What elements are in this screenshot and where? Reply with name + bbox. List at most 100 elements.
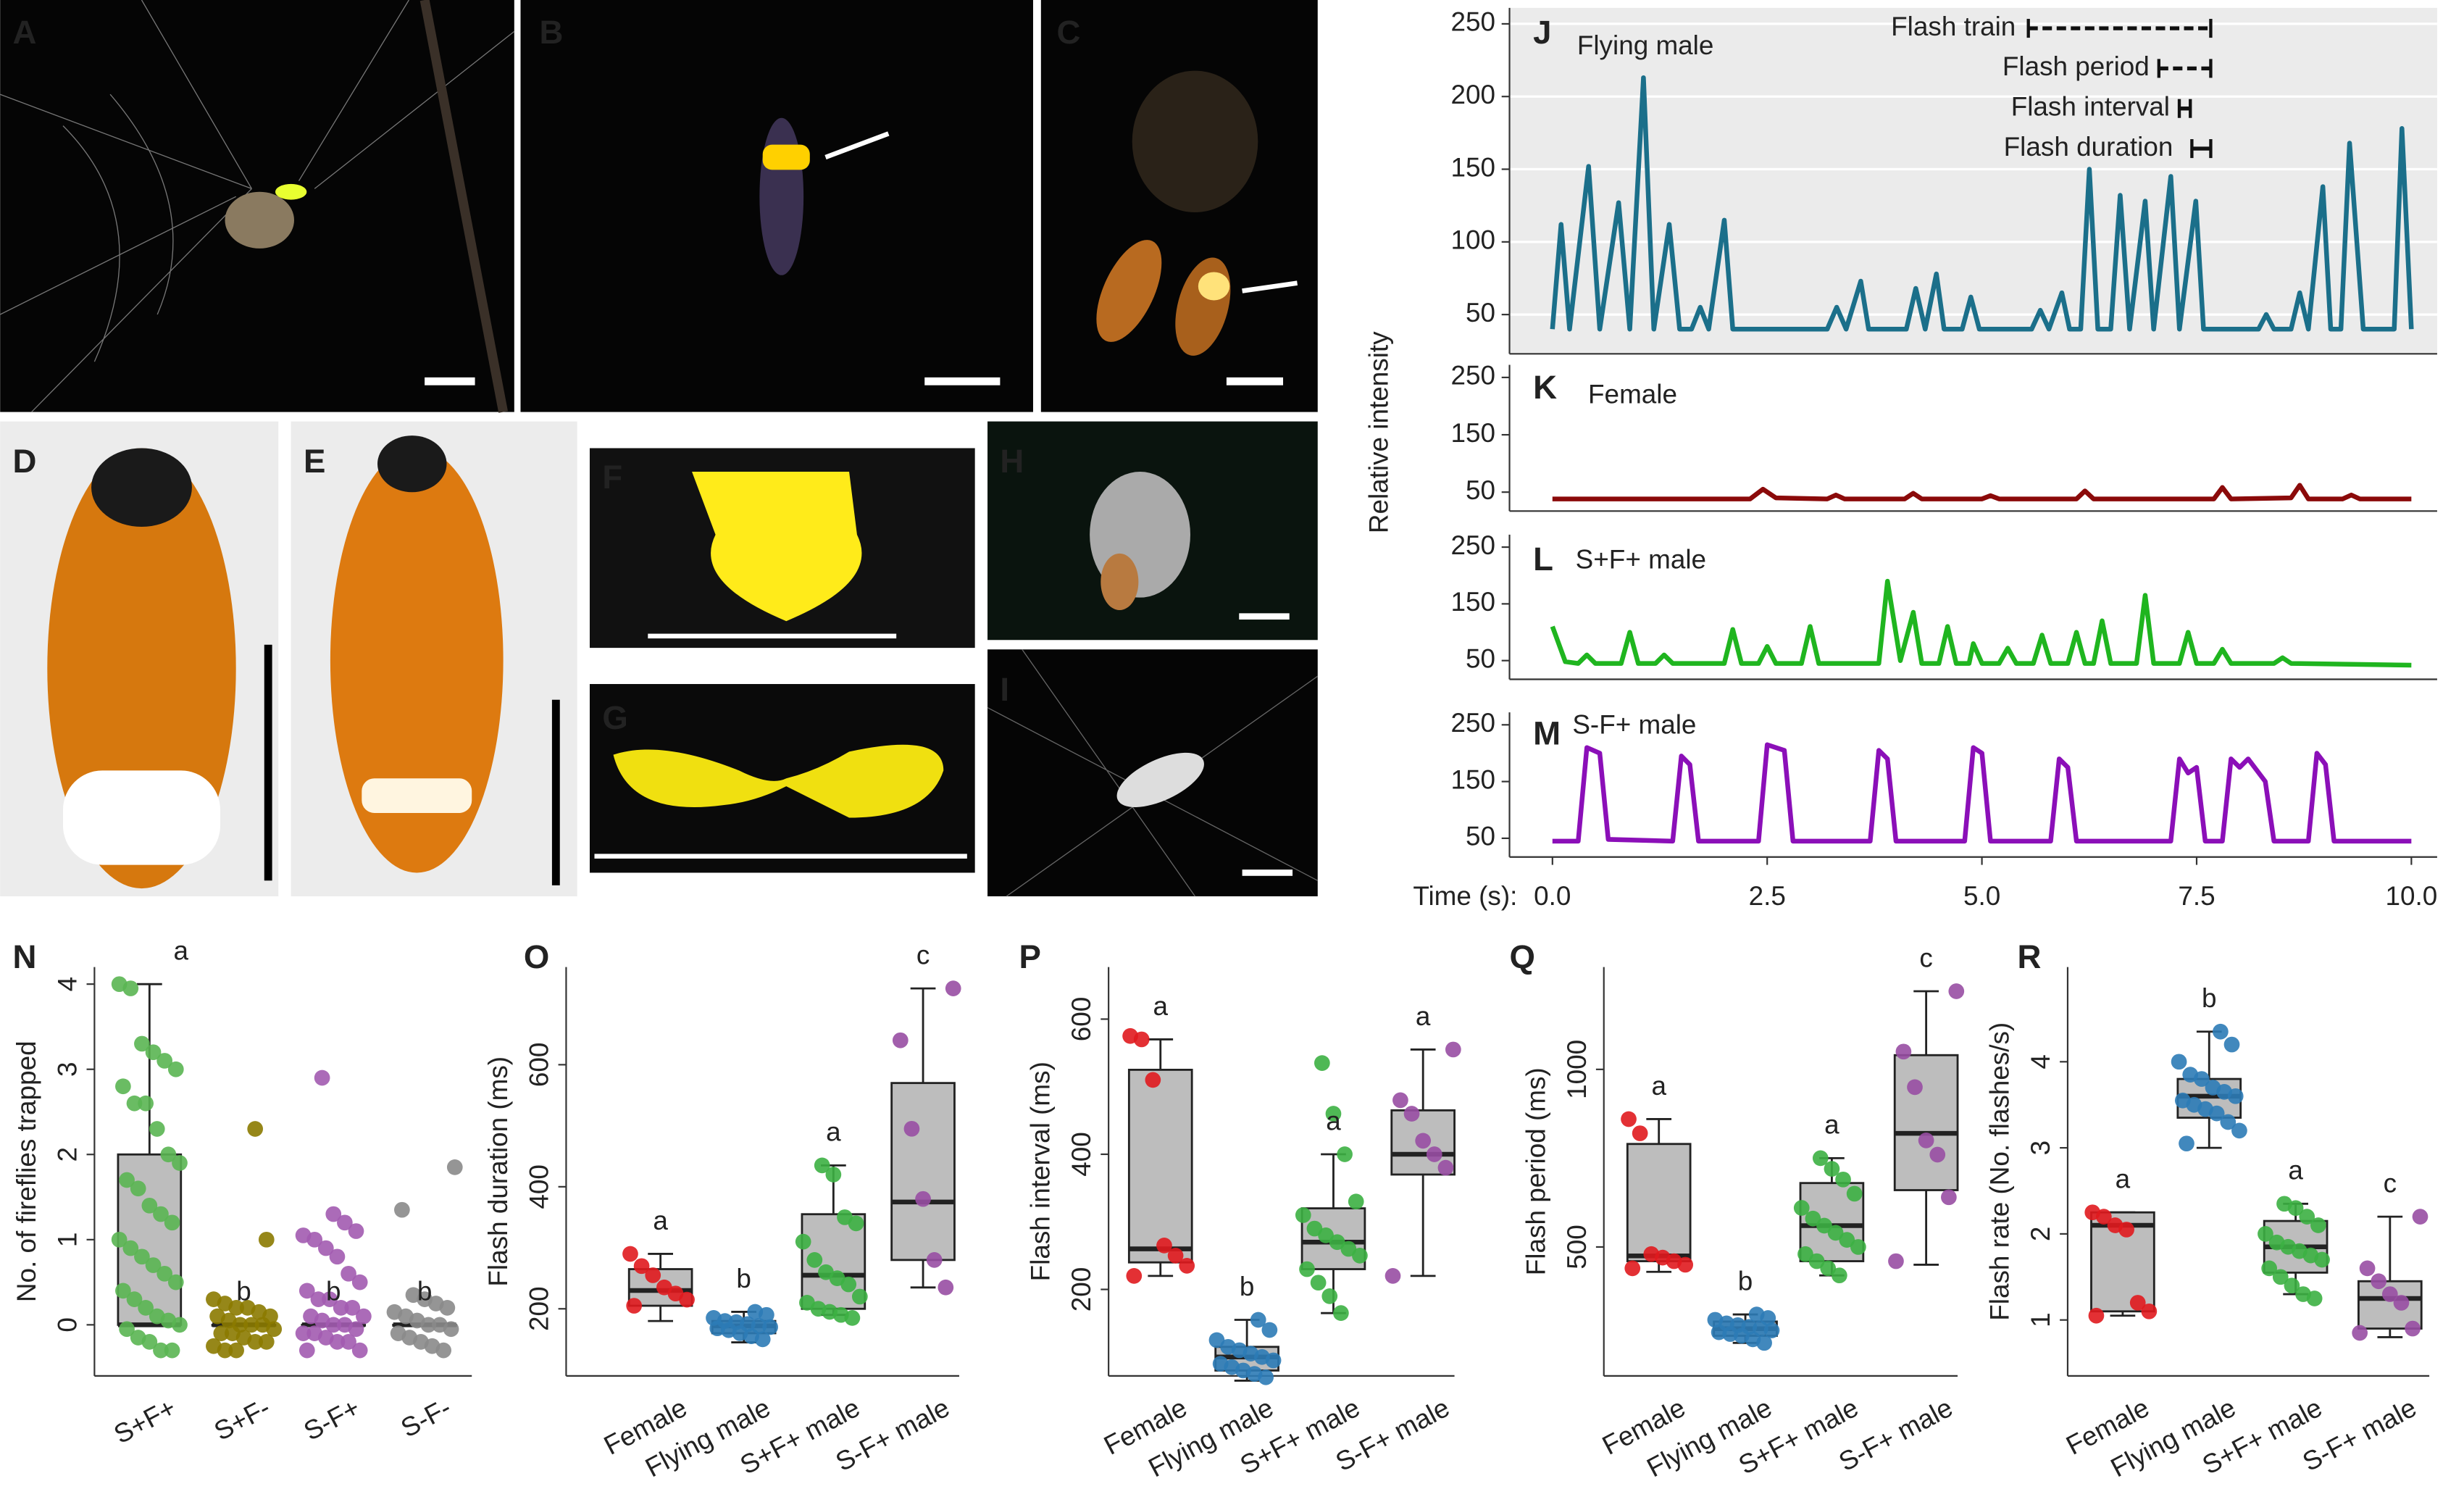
y-tick-label: 200 (524, 1286, 554, 1331)
lantern (362, 778, 472, 813)
stick (419, 0, 509, 413)
point (122, 1240, 139, 1256)
point (2231, 1122, 2247, 1139)
significance-letter: c (1919, 943, 1932, 972)
significance-letter: a (1416, 1001, 1431, 1031)
point (172, 1317, 188, 1333)
panel-label: P (1019, 938, 1040, 975)
point (115, 1283, 131, 1299)
point (134, 1035, 150, 1052)
x-tick-label: 7.5 (2178, 881, 2215, 911)
panel-label: R (2017, 938, 2041, 975)
wrapped-firefly (1116, 752, 1204, 807)
significance-letter: b (736, 1264, 751, 1293)
point (915, 1190, 931, 1207)
point (394, 1201, 410, 1218)
y-tick-label: 100 (1450, 225, 1495, 255)
point (1839, 1232, 1855, 1248)
point (149, 1121, 165, 1137)
glow (1198, 272, 1230, 301)
significance-letter: a (2116, 1164, 2131, 1194)
arrow (1242, 280, 1298, 293)
point (1403, 1106, 1420, 1122)
point (1250, 1312, 1266, 1328)
panel-label: A (13, 14, 37, 51)
point (1812, 1150, 1829, 1167)
y-tick-label: 150 (1450, 418, 1495, 448)
y-tick-label: 50 (1466, 298, 1495, 328)
panel-label: K (1533, 369, 1557, 406)
point (1824, 1161, 1840, 1177)
y-tick-label: 50 (1466, 643, 1495, 673)
panel-label: F (602, 459, 622, 496)
point (2310, 1217, 2326, 1233)
significance-letter: c (2384, 1168, 2397, 1198)
point (806, 1252, 823, 1268)
point (153, 1206, 169, 1222)
y-tick-label: 3 (52, 1062, 82, 1077)
firefly (759, 117, 804, 275)
point (795, 1233, 811, 1250)
point (351, 1342, 368, 1359)
point (325, 1206, 342, 1222)
y-tick-label: 0 (52, 1317, 82, 1333)
head (91, 448, 192, 528)
panel-label: C (1057, 14, 1081, 51)
panel-label: D (13, 443, 37, 480)
point (844, 1310, 861, 1326)
panel-label: Q (1510, 938, 1535, 975)
panel-label: E (304, 443, 325, 480)
point (344, 1300, 361, 1316)
x-tick-label: S-F- (396, 1393, 456, 1443)
point (645, 1267, 661, 1283)
x-tick-label: 5.0 (1963, 881, 2000, 911)
web (0, 0, 515, 413)
annotation: Flash duration (2004, 132, 2173, 162)
point (1918, 1133, 1934, 1148)
scale-bar (551, 699, 560, 885)
point (2352, 1325, 2368, 1341)
x-axis-title: Time (s): (1413, 881, 1517, 911)
point (115, 1078, 131, 1095)
scale-bar (594, 854, 967, 859)
y-tick-label: 400 (1066, 1132, 1096, 1177)
series-label: S-F+ male (1572, 709, 1696, 739)
y-tick-label: 250 (1450, 708, 1495, 738)
point (1808, 1253, 1825, 1269)
point (141, 1197, 158, 1214)
series-line (1552, 483, 2412, 501)
significance-letter: a (2288, 1156, 2303, 1185)
significance-letter: a (653, 1206, 668, 1235)
photos (0, 0, 1319, 897)
significance-letter: a (1326, 1106, 1341, 1135)
glow (275, 183, 307, 200)
point (2096, 1209, 2112, 1225)
series-line (1550, 578, 2412, 668)
point (317, 1240, 334, 1256)
point (759, 1306, 774, 1323)
point (814, 1157, 830, 1174)
point (848, 1215, 864, 1232)
point (167, 1274, 184, 1290)
point (1437, 1159, 1454, 1176)
point (1318, 1227, 1334, 1243)
point (167, 1061, 184, 1077)
y-tick-label: 600 (524, 1043, 554, 1088)
point (1941, 1189, 1957, 1206)
significance-letter: a (1824, 1110, 1839, 1140)
point (333, 1300, 349, 1316)
significance-letter: a (826, 1117, 841, 1147)
point (1445, 1041, 1461, 1058)
significance-letter: b (1738, 1266, 1753, 1296)
significance-letter: b (236, 1277, 251, 1306)
point (1888, 1253, 1904, 1269)
point (1261, 1322, 1278, 1338)
y-tick-label: 2 (52, 1147, 82, 1162)
point (2179, 1135, 2194, 1152)
point (937, 1279, 954, 1296)
x-tick-label: S+F+ (109, 1393, 181, 1450)
y-tick-label: 150 (1450, 764, 1495, 794)
y-tick-label: 500 (1562, 1225, 1592, 1269)
point (945, 980, 961, 996)
